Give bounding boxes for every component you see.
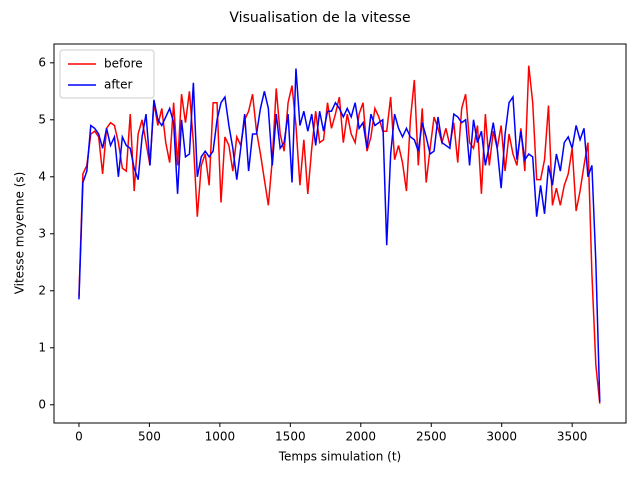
legend-label: before (104, 57, 143, 71)
y-tick-label: 3 (38, 226, 46, 240)
x-tick-label: 1500 (275, 430, 306, 444)
y-axis-label: Vitesse moyenne (s) (13, 172, 27, 295)
line-series (78, 65, 601, 404)
plot-frame (53, 43, 627, 424)
y-tick-label: 5 (38, 112, 46, 126)
x-tick-label: 3500 (557, 430, 588, 444)
line-series (78, 68, 601, 402)
x-tick-label: 1000 (205, 430, 236, 444)
y-tick-label: 0 (38, 397, 46, 411)
legend-box (59, 49, 155, 99)
y-tick-label: 1 (38, 340, 46, 354)
x-tick-label: 500 (138, 430, 161, 444)
x-tick-label: 3000 (486, 430, 517, 444)
x-tick-label: 2500 (416, 430, 447, 444)
x-tick-label: 2000 (346, 430, 377, 444)
y-tick-label: 2 (38, 283, 46, 297)
x-axis-label: Temps simulation (t) (278, 450, 401, 464)
chart-title: Visualisation de la vitesse (229, 10, 410, 26)
legend-label: after (104, 78, 132, 92)
x-tick-label: 0 (75, 430, 83, 444)
y-tick-label: 4 (38, 169, 46, 183)
y-tick-label: 6 (38, 55, 46, 69)
